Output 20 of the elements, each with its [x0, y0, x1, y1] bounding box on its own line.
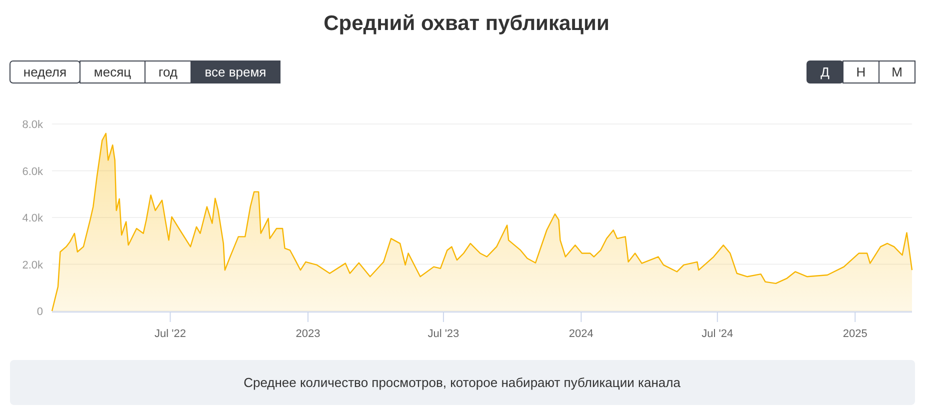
x-tick-label: Jul '23 — [428, 328, 460, 340]
y-tick-label: 2.0k — [22, 259, 44, 272]
text: Д — [820, 64, 830, 80]
x-tick-label: 2025 — [842, 328, 868, 340]
y-tick-label: 0 — [36, 306, 43, 318]
x-tick-label: 2023 — [296, 328, 320, 340]
y-tick-label: 8.0k — [22, 119, 44, 131]
text: месяц — [94, 64, 132, 80]
y-tick-label: 4.0k — [22, 212, 44, 224]
x-tick-label: 2024 — [568, 328, 594, 340]
text: Н — [856, 64, 866, 80]
text: неделя — [23, 64, 67, 80]
text: год — [158, 64, 178, 80]
text: Среднее количество просмотров, которое набирают публикации канала — [244, 375, 682, 390]
y-tick-label: 6.0k — [22, 166, 44, 178]
x-tick-label: Jul '22 — [154, 328, 186, 340]
text: М — [892, 64, 902, 80]
chart-title: Средний охват публикации — [324, 12, 610, 35]
text: все время — [204, 64, 266, 80]
x-tick-label: Jul '24 — [702, 328, 734, 340]
